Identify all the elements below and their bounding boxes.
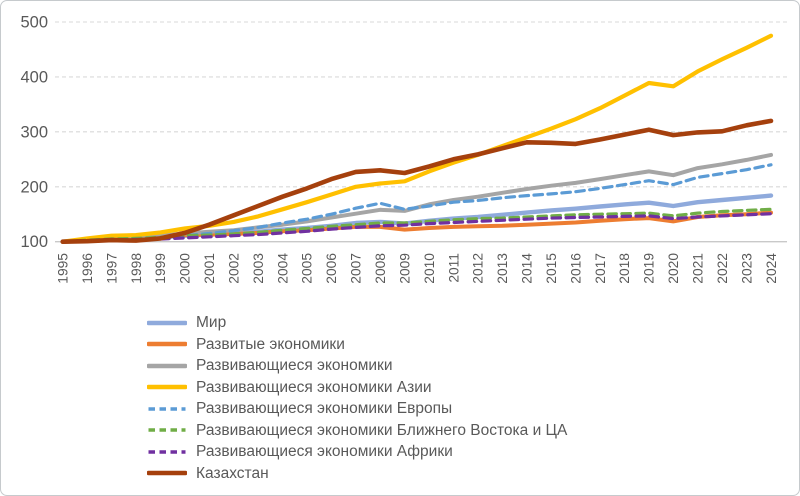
x-tick-label: 2002 [226, 253, 241, 284]
x-tick-label: 2006 [324, 253, 339, 284]
legend-label: Развивающиеся экономики Азии [196, 378, 432, 396]
legend: Мир Развитые экономики Развивающиеся эконо… [147, 312, 567, 484]
x-tick-label: 2022 [715, 253, 730, 284]
legend-label: Развивающиеся экономики Ближнего Востока… [196, 421, 568, 439]
legend-item-emerging: Развивающиеся экономики [147, 355, 567, 377]
x-tick-label: 2001 [202, 253, 217, 284]
x-tick-label: 2024 [764, 253, 779, 284]
x-tick-label: 1997 [104, 253, 119, 284]
x-tick-label: 2023 [739, 253, 754, 284]
y-tick-label: 400 [20, 68, 48, 86]
x-tick-label: 2015 [544, 253, 559, 284]
x-tick-label: 1998 [129, 253, 144, 284]
series-line-kazakhstan [60, 118, 774, 244]
x-tick-label: 2004 [275, 253, 290, 284]
legend-swatch-emerging [147, 363, 187, 368]
legend-label: Развивающиеся экономики Европы [196, 400, 453, 417]
y-tick-label: 100 [20, 233, 48, 251]
x-tick-label: 2007 [349, 253, 364, 284]
legend-item-emerging-me-ca: Развивающиеся экономики Ближнего Востока… [147, 420, 567, 442]
legend-swatch-world [147, 320, 187, 325]
line-chart: 100 200 300 400 500 1995 1996 1997 1998 1999 2000 2… [20, 14, 787, 284]
legend-item-emerging-africa: Развивающиеся экономики Африки [147, 441, 567, 463]
legend-item-emerging-asia: Развивающиеся экономики Азии [147, 377, 567, 399]
legend-swatch-emerging-africa [148, 450, 186, 454]
legend-item-developed: Развитые экономики [147, 334, 567, 356]
x-tick-label: 2003 [251, 253, 266, 284]
legend-item-emerging-europe: Развивающиеся экономики Европы [147, 398, 567, 420]
x-tick-label: 2009 [397, 253, 412, 284]
y-tick-label: 500 [20, 14, 48, 32]
legend-swatch-emerging-me-ca [148, 428, 186, 432]
legend-label: Казахстан [196, 464, 269, 482]
x-tick-label: 2016 [568, 253, 583, 284]
x-tick-label: 2021 [691, 253, 706, 284]
legend-swatch-emerging-europe [148, 407, 186, 411]
x-tick-label: 2018 [617, 253, 632, 284]
legend-label: Развитые экономики [196, 335, 345, 353]
x-tick-label: 2011 [446, 253, 461, 283]
legend-swatch-emerging-asia [147, 385, 187, 390]
x-tick-label: 2012 [471, 253, 486, 284]
legend-label: Мир [196, 314, 227, 331]
legend-label: Развивающиеся экономики Африки [196, 443, 453, 460]
series-line-emerging-asia [60, 33, 774, 244]
x-tick-label: 1995 [55, 253, 70, 284]
x-tick-label: 2013 [495, 253, 510, 284]
x-tick-label: 1999 [153, 253, 168, 284]
x-tick-label: 1996 [80, 253, 95, 284]
x-tick-label: 2020 [666, 253, 681, 284]
legend-swatch-kazakhstan [147, 471, 187, 476]
x-tick-label: 2000 [178, 253, 193, 284]
x-tick-label: 2010 [422, 253, 437, 284]
x-tick-label: 2005 [300, 253, 315, 284]
x-tick-label: 2019 [642, 253, 657, 284]
legend-label: Развивающиеся экономики [196, 357, 393, 374]
x-tick-label: 2014 [520, 253, 535, 284]
y-tick-label: 300 [20, 123, 48, 141]
y-tick-label: 200 [20, 178, 48, 196]
series-line-emerging-africa [61, 212, 773, 244]
legend-item-world: Мир [147, 312, 567, 334]
legend-item-kazakhstan: Казахстан [147, 463, 567, 485]
x-tick-label: 2017 [593, 253, 608, 284]
legend-swatch-developed [147, 342, 187, 347]
x-tick-label: 2008 [373, 253, 388, 284]
